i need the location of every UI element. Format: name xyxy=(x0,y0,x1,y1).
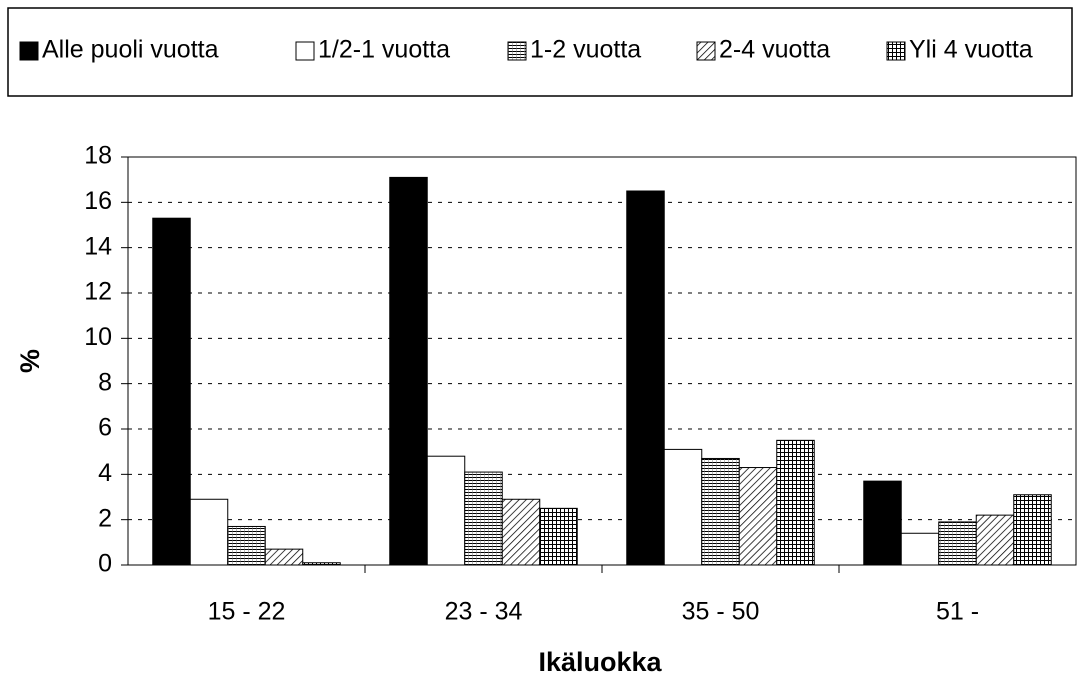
bar xyxy=(264,548,304,566)
legend-swatch xyxy=(696,41,716,61)
legend-label: Alle puoli vuotta xyxy=(42,36,219,64)
y-tick-label: 10 xyxy=(84,323,112,351)
bar xyxy=(975,514,1015,566)
y-tick-label: 8 xyxy=(98,368,112,396)
legend-label: 1-2 vuotta xyxy=(530,36,641,64)
bar xyxy=(776,439,815,566)
bar xyxy=(701,457,740,566)
y-tick-label: 16 xyxy=(84,187,112,215)
legend-swatch xyxy=(507,41,527,61)
y-tick-label: 18 xyxy=(84,142,112,170)
x-tick-label: 23 - 34 xyxy=(445,598,523,626)
x-tick-label: 15 - 22 xyxy=(208,598,286,626)
legend-label: 1/2-1 vuotta xyxy=(318,36,450,64)
legend-swatch xyxy=(19,41,39,61)
y-tick-label: 6 xyxy=(98,414,112,442)
y-tick-label: 12 xyxy=(84,278,112,306)
bar xyxy=(464,471,503,566)
bar xyxy=(152,217,191,566)
bar xyxy=(626,190,665,566)
bar xyxy=(389,176,428,566)
bar xyxy=(501,498,541,566)
y-tick-label: 14 xyxy=(84,232,112,260)
bar xyxy=(938,521,977,566)
y-axis-label: % xyxy=(15,349,45,373)
bar xyxy=(426,455,466,566)
bar xyxy=(738,467,778,566)
plot-frame xyxy=(127,156,1077,566)
x-tick-label: 35 - 50 xyxy=(682,598,760,626)
legend-swatch xyxy=(886,41,906,61)
bar xyxy=(863,480,902,566)
bar xyxy=(302,562,341,566)
y-tick-label: 2 xyxy=(98,504,112,532)
x-tick-label: 51 - xyxy=(936,598,979,626)
bar xyxy=(189,498,229,566)
legend-box xyxy=(7,7,1073,97)
bar xyxy=(1013,494,1052,566)
y-tick-label: 0 xyxy=(98,550,112,578)
bar xyxy=(539,507,578,566)
bar xyxy=(663,448,703,566)
legend-swatch xyxy=(295,41,315,61)
y-tick-label: 4 xyxy=(98,459,112,487)
bar xyxy=(227,525,266,566)
bar xyxy=(900,532,940,566)
x-axis-label: Ikäluokka xyxy=(538,647,662,677)
legend-label: Yli 4 vuotta xyxy=(909,36,1033,64)
legend-label: 2-4 vuotta xyxy=(719,36,830,64)
